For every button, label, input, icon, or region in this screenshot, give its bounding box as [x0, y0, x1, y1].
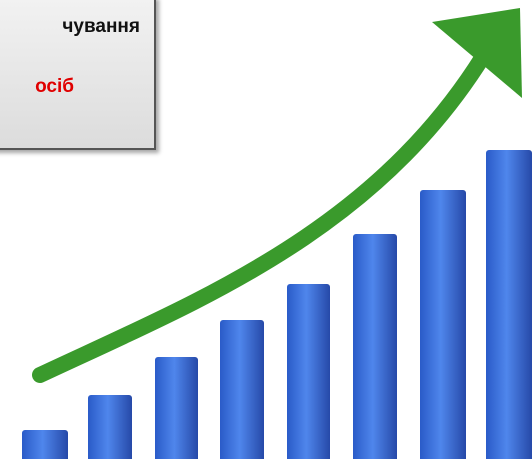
bar	[88, 395, 132, 459]
arrow-head	[432, 8, 522, 98]
bars	[22, 150, 532, 459]
caption-line: чування	[62, 16, 140, 37]
bar	[22, 430, 68, 459]
bar	[353, 234, 397, 459]
text-box: чування осіб	[0, 0, 156, 150]
bar	[287, 284, 330, 459]
arrow-shaft	[32, 37, 498, 383]
bar	[486, 150, 532, 459]
arrow	[32, 8, 522, 383]
bar	[420, 190, 466, 459]
bar	[155, 357, 198, 459]
bar	[220, 320, 264, 459]
caption-line-highlight: осіб	[35, 76, 74, 97]
